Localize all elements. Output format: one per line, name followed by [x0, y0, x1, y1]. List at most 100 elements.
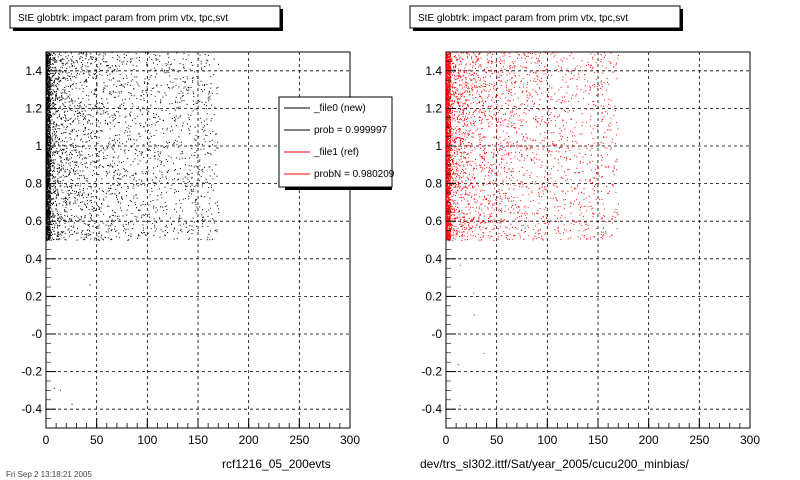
scatter-point	[603, 116, 605, 118]
scatter-point	[49, 83, 51, 85]
scatter-point	[73, 225, 75, 227]
scatter-point	[514, 156, 516, 158]
scatter-point	[180, 97, 182, 99]
scatter-point	[56, 95, 58, 97]
scatter-point	[49, 175, 51, 177]
scatter-point	[134, 202, 136, 204]
scatter-point	[177, 221, 179, 223]
scatter-point	[462, 137, 464, 139]
scatter-point	[49, 106, 51, 108]
scatter-point	[486, 167, 488, 169]
scatter-point	[55, 71, 57, 73]
scatter-point	[216, 201, 218, 203]
scatter-point	[46, 196, 48, 198]
scatter-point	[98, 231, 100, 233]
scatter-point	[459, 148, 461, 150]
scatter-point	[102, 104, 104, 106]
scatter-point	[93, 108, 95, 110]
scatter-point	[174, 192, 176, 194]
scatter-point	[456, 58, 458, 60]
scatter-point	[612, 171, 614, 173]
scatter-point	[92, 108, 94, 110]
scatter-point	[595, 198, 597, 200]
scatter-point	[196, 166, 198, 168]
scatter-point	[119, 192, 121, 194]
scatter-point	[74, 202, 76, 204]
scatter-point	[70, 123, 72, 125]
scatter-point	[46, 139, 48, 141]
scatter-point	[87, 136, 89, 138]
scatter-point	[105, 72, 107, 74]
scatter-point	[137, 185, 139, 187]
scatter-point	[198, 168, 200, 170]
scatter-point	[52, 147, 54, 149]
scatter-point	[132, 79, 134, 81]
scatter-point	[454, 140, 456, 142]
scatter-point	[60, 231, 62, 233]
scatter-point	[194, 108, 196, 110]
scatter-point	[215, 164, 217, 166]
scatter-point	[146, 110, 148, 112]
scatter-point	[56, 131, 58, 133]
scatter-point	[446, 141, 448, 143]
scatter-point	[188, 238, 190, 240]
scatter-point	[76, 199, 78, 201]
scatter-point	[50, 207, 52, 209]
scatter-point	[167, 54, 169, 56]
scatter-point	[86, 188, 88, 190]
scatter-point	[207, 215, 209, 217]
scatter-point	[559, 132, 561, 134]
scatter-point	[48, 71, 50, 73]
scatter-point	[586, 238, 588, 240]
scatter-point	[74, 200, 76, 202]
scatter-point	[209, 152, 211, 154]
scatter-point	[47, 194, 49, 196]
scatter-point	[85, 71, 87, 73]
scatter-point	[152, 223, 154, 225]
scatter-point	[192, 229, 194, 231]
scatter-point	[119, 115, 121, 117]
scatter-point	[50, 104, 52, 106]
scatter-point	[56, 70, 58, 72]
scatter-point	[180, 229, 182, 231]
scatter-point	[512, 208, 514, 210]
scatter-point	[548, 115, 550, 117]
scatter-point	[47, 148, 49, 150]
scatter-point	[499, 136, 501, 138]
scatter-point	[526, 136, 528, 138]
scatter-point	[110, 187, 112, 189]
scatter-point	[579, 209, 581, 211]
scatter-point	[114, 151, 116, 153]
scatter-point	[109, 163, 111, 165]
scatter-point	[47, 128, 49, 130]
scatter-point	[72, 56, 74, 58]
scatter-point	[46, 81, 48, 83]
scatter-point	[103, 107, 105, 109]
scatter-point	[71, 88, 73, 90]
scatter-point	[67, 86, 69, 88]
scatter-point	[516, 179, 518, 181]
scatter-point	[49, 135, 51, 137]
scatter-point	[62, 144, 64, 146]
scatter-point	[446, 109, 448, 111]
scatter-point	[103, 112, 105, 114]
scatter-point	[49, 132, 51, 134]
scatter-point	[132, 187, 134, 189]
scatter-point	[90, 163, 92, 165]
scatter-point	[46, 142, 48, 144]
scatter-point	[47, 192, 49, 194]
scatter-point	[182, 77, 184, 79]
scatter-point	[84, 238, 86, 240]
scatter-point	[71, 65, 73, 67]
scatter-point	[46, 166, 48, 168]
scatter-point	[214, 230, 216, 232]
scatter-point	[143, 231, 145, 233]
scatter-point	[201, 122, 203, 124]
scatter-point	[570, 70, 572, 72]
scatter-point	[61, 123, 63, 125]
scatter-point	[159, 102, 161, 104]
scatter-point	[192, 77, 194, 79]
scatter-point	[49, 169, 51, 171]
scatter-point	[194, 221, 196, 223]
scatter-point	[175, 84, 177, 86]
